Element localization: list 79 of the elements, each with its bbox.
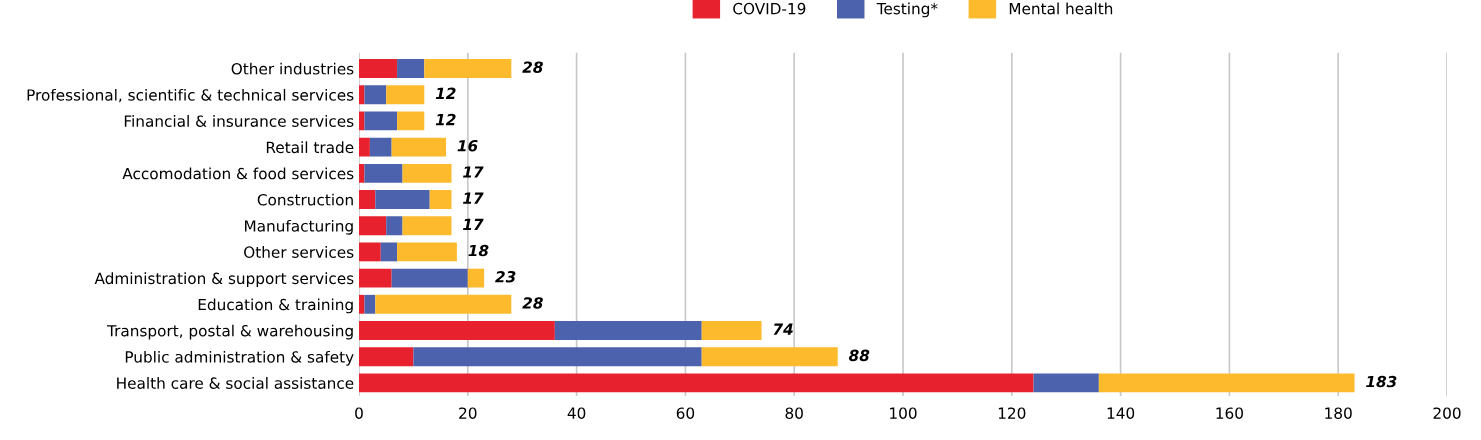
- total-label: 12: [435, 113, 456, 126]
- y-tick-label: Manufacturing: [245, 219, 353, 235]
- bar: [1098, 373, 1355, 393]
- total-label: 28: [522, 61, 543, 73]
- bar: [1033, 373, 1099, 393]
- x-tick-label: 60: [676, 407, 695, 419]
- total-label: 17: [463, 166, 484, 178]
- y-tick-label: Retail trade: [266, 141, 354, 154]
- x-tick-label: 120: [998, 407, 1026, 419]
- bar: [386, 216, 403, 236]
- y-tick-label: Construction: [257, 193, 353, 206]
- y-tick-label: Health care & social assistance: [117, 377, 354, 389]
- total-label: 12: [435, 87, 456, 99]
- total-label: 23: [495, 270, 516, 283]
- y-tick-label: Other industries: [231, 62, 354, 75]
- bar: [359, 163, 365, 183]
- total-label: 74: [773, 323, 793, 335]
- y-tick-label: Financial & insurance services: [124, 115, 354, 127]
- bar: [375, 294, 512, 314]
- y-tick-label: Professional, scientific & technical services: [27, 88, 354, 103]
- bar: [554, 321, 702, 340]
- bar: [429, 190, 452, 209]
- bar: [402, 216, 452, 236]
- bar: [424, 59, 512, 78]
- total-label: 28: [522, 297, 543, 309]
- bar: [701, 347, 838, 367]
- bar: [359, 111, 365, 131]
- bar: [359, 373, 1034, 393]
- total-label: 17: [463, 218, 484, 230]
- bar: [391, 268, 468, 288]
- bar: [359, 190, 376, 209]
- bar: [380, 242, 398, 262]
- bar: [359, 59, 398, 78]
- bar: [701, 321, 762, 340]
- bar: [359, 321, 555, 340]
- bar: [364, 163, 403, 183]
- legend-label: Testing*: [876, 2, 938, 18]
- x-tick-label: 20: [459, 407, 477, 419]
- x-tick-label: 0: [355, 407, 363, 419]
- total-label: 183: [1366, 375, 1397, 388]
- bar: [369, 137, 392, 157]
- total-label: 88: [848, 349, 870, 362]
- y-tick-label: Accomodation & food services: [122, 167, 354, 180]
- bar: [359, 242, 381, 262]
- bar: [397, 111, 425, 131]
- x-tick-label: 140: [1107, 407, 1135, 419]
- x-tick-label: 200: [1433, 407, 1461, 419]
- bar: [375, 190, 430, 209]
- bar: [397, 242, 457, 262]
- x-tick-label: 40: [567, 407, 586, 419]
- x-tick-label: 180: [1325, 407, 1352, 419]
- total-label: 18: [468, 244, 489, 257]
- bar: [413, 347, 702, 367]
- bar: [397, 59, 425, 78]
- total-label: 17: [463, 192, 484, 204]
- legend-label: COVID-19: [733, 2, 806, 15]
- bar: [364, 85, 387, 105]
- bar: [359, 268, 392, 288]
- bar: [359, 137, 370, 157]
- bar: [359, 347, 414, 367]
- bar: [359, 216, 387, 236]
- y-tick-label: Public administration & safety: [125, 350, 354, 366]
- y-tick-label: Administration & support services: [94, 272, 354, 288]
- bar: [391, 137, 447, 157]
- y-tick-label: Transport, postal & warehousing: [106, 324, 353, 340]
- bar: [386, 85, 425, 105]
- bar: [364, 294, 376, 314]
- x-tick-label: 160: [1216, 407, 1243, 419]
- y-tick-label: Other services: [244, 246, 354, 258]
- bar: [402, 163, 452, 183]
- x-tick-label: 80: [785, 407, 803, 419]
- y-tick-label: Education & training: [198, 298, 353, 314]
- bar: [467, 268, 485, 288]
- bar: [359, 85, 365, 105]
- legend-label: Mental health: [1009, 2, 1113, 15]
- x-tick-label: 100: [890, 407, 917, 419]
- total-label: 16: [457, 140, 478, 152]
- bar: [364, 111, 398, 131]
- bar: [359, 294, 365, 314]
